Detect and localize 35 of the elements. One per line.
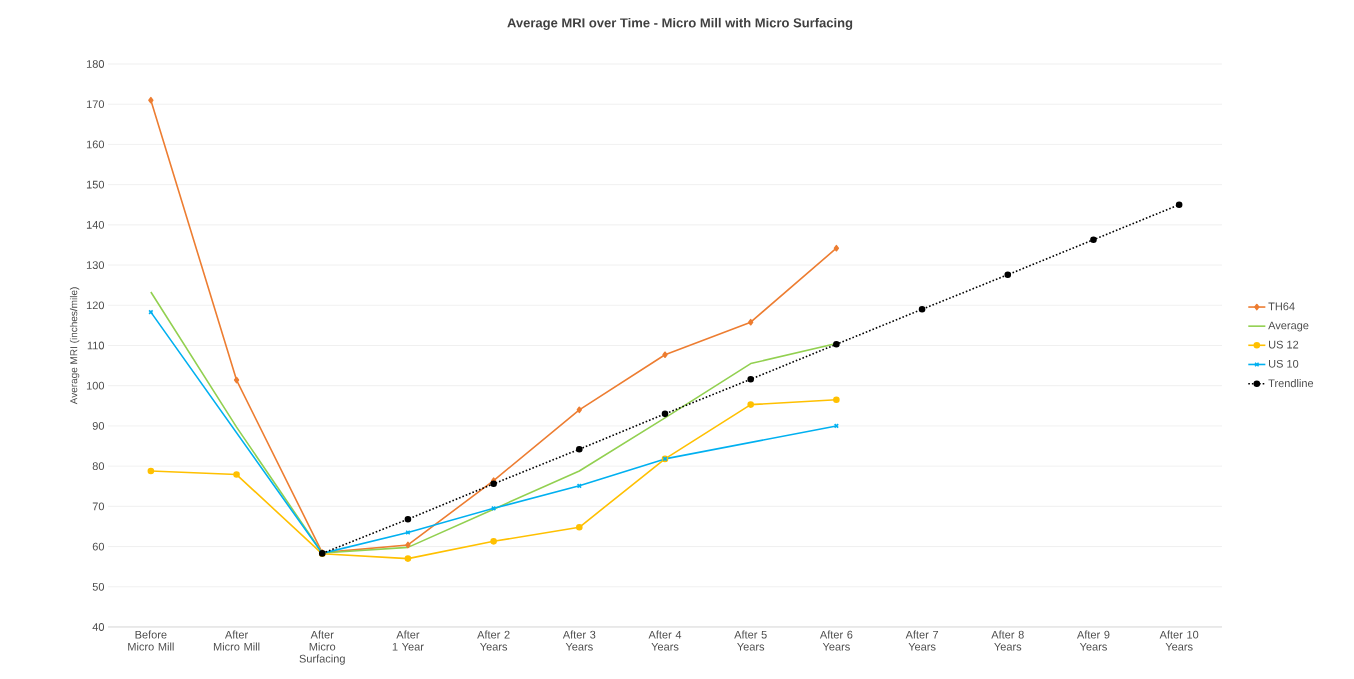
- legend-label: US 12: [1269, 340, 1299, 349]
- x-tick-label: Before Micro Mill: [128, 630, 174, 651]
- y-tick-label: 130: [86, 261, 105, 269]
- y-axis-title: Average MRI (inches/mile): [69, 287, 80, 405]
- x-tick-label: After 3 Years: [562, 630, 596, 651]
- legend-label: Average: [1268, 321, 1309, 332]
- legend-label: US 10: [1269, 359, 1299, 368]
- x-tick-label: After 8 Years: [991, 630, 1024, 651]
- y-tick-label: 120: [86, 301, 105, 310]
- x-tick-label: After 5 Years: [734, 630, 767, 651]
- x-tick-label: After 9 Years: [1076, 630, 1110, 651]
- legend-label: Trendline: [1268, 379, 1314, 388]
- chart-title: Average MRI over Time - Micro Mill with Micro Surfacing: [507, 17, 853, 31]
- y-tick-label: 110: [87, 341, 105, 350]
- x-tick-label: After 10 Years: [1159, 630, 1199, 651]
- legend-label: TH64: [1268, 302, 1295, 311]
- y-tick-label: 180: [86, 60, 105, 68]
- y-tick-label: 140: [86, 220, 105, 229]
- y-tick-label: 60: [92, 542, 105, 551]
- x-tick-label: After 1 Year: [392, 630, 424, 651]
- y-tick-label: 70: [92, 502, 105, 511]
- x-tick-label: After Micro Surfacing: [299, 630, 345, 665]
- x-tick-label: After Micro Mill: [213, 630, 260, 651]
- y-tick-label: 170: [86, 100, 105, 109]
- y-tick-label: 80: [92, 462, 105, 471]
- y-tick-label: 100: [86, 381, 105, 390]
- x-tick-label: After 6 Years: [819, 630, 853, 651]
- x-tick-label: After 4 Years: [648, 630, 682, 651]
- x-tick-label: After 7 Years: [905, 630, 939, 651]
- y-tick-label: 150: [86, 180, 105, 189]
- x-tick-label: After 2 Years: [477, 630, 510, 651]
- y-tick-label: 90: [92, 422, 105, 430]
- y-tick-label: 160: [86, 140, 105, 149]
- y-tick-label: 40: [92, 623, 105, 631]
- y-tick-label: 50: [92, 582, 105, 591]
